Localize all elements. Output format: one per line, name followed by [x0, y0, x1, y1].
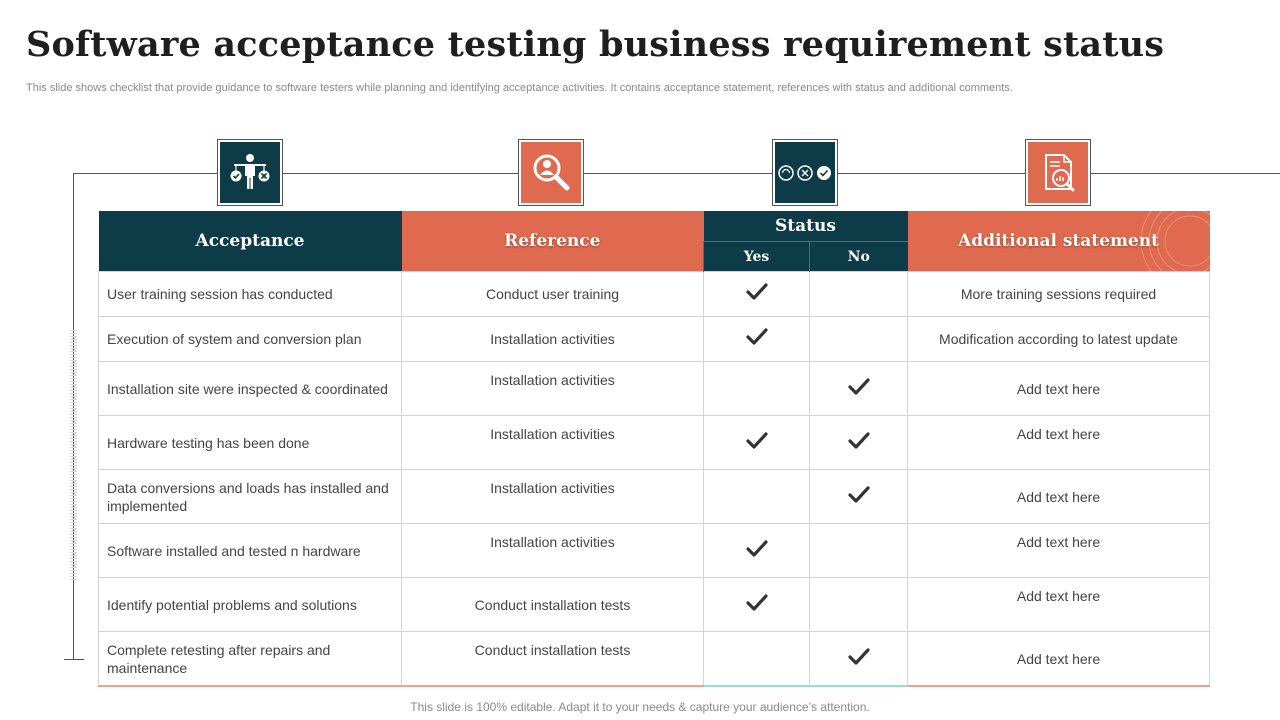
decorative-rings	[1140, 211, 1210, 272]
slide-footer: This slide is 100% editable. Adapt it to…	[410, 700, 870, 714]
cell-status-no	[809, 316, 908, 362]
table-row: Execution of system and conversion plan I…	[98, 316, 1210, 362]
table-row: User training session has conducted Condu…	[98, 271, 1210, 317]
cell-reference: Conduct installation tests	[401, 631, 704, 687]
slide-title: Software acceptance testing business req…	[26, 24, 1165, 65]
cell-additional: Add text here	[907, 469, 1210, 524]
cell-acceptance: Data conversions and loads has installed…	[98, 469, 402, 524]
connector-baseline	[64, 659, 84, 660]
cell-additional: Add text here	[907, 631, 1210, 687]
cell-status-no	[809, 523, 908, 578]
balance-person-icon	[230, 153, 270, 189]
cell-status-no	[809, 631, 908, 687]
cell-reference: Installation activities	[401, 523, 704, 578]
check-icon	[745, 431, 768, 449]
cell-reference: Installation activities	[401, 469, 704, 524]
cell-status-no	[809, 415, 908, 470]
check-icon	[745, 283, 768, 300]
cell-acceptance: User training session has conducted	[98, 271, 402, 317]
status-choices-icon	[778, 164, 831, 181]
check-icon	[847, 485, 870, 503]
header-reference: Reference	[401, 211, 704, 272]
table-row: Data conversions and loads has installed…	[98, 469, 1210, 524]
cell-additional: Add text here	[907, 577, 1210, 632]
search-person-icon	[533, 154, 570, 190]
cell-reference: Conduct user training	[401, 271, 704, 317]
cell-status-no	[809, 361, 908, 416]
cell-acceptance: Complete retesting after repairs and mai…	[98, 631, 402, 687]
check-icon	[847, 647, 870, 665]
icon-box-acceptance	[217, 139, 283, 206]
cell-status-yes	[703, 469, 810, 524]
cell-additional: Add text here	[907, 361, 1210, 416]
cell-acceptance: Identify potential problems and solution…	[98, 577, 402, 632]
table-row: Installation site were inspected & coord…	[98, 361, 1210, 416]
check-icon	[745, 593, 768, 611]
cell-status-no	[809, 577, 908, 632]
check-icon	[847, 431, 870, 449]
cell-status-yes	[703, 361, 810, 416]
cell-reference: Installation activities	[401, 361, 704, 416]
cell-reference: Installation activities	[401, 316, 704, 362]
cell-acceptance: Software installed and tested n hardware	[98, 523, 402, 578]
cell-reference: Conduct installation tests	[401, 577, 704, 632]
decorative-dotted-line	[70, 330, 77, 580]
icon-box-status	[772, 139, 838, 206]
check-icon	[745, 539, 768, 557]
header-status: Status	[703, 211, 908, 242]
cell-status-yes	[703, 316, 810, 362]
cell-status-no	[809, 271, 908, 317]
requirement-status-table: Acceptance Reference Status Additional s…	[98, 211, 1210, 687]
check-icon	[745, 328, 768, 345]
cell-status-yes	[703, 271, 810, 317]
icon-box-additional	[1025, 139, 1091, 206]
slide-subtitle: This slide shows checklist that provide …	[26, 82, 1013, 94]
table-row: Complete retesting after repairs and mai…	[98, 631, 1210, 687]
cell-additional: Modification according to latest update	[907, 316, 1210, 362]
cell-status-no	[809, 469, 908, 524]
cell-additional: Add text here	[907, 523, 1210, 578]
cell-additional: Add text here	[907, 415, 1210, 470]
document-analysis-icon	[1045, 153, 1075, 191]
header-acceptance: Acceptance	[98, 211, 402, 272]
check-icon	[847, 377, 870, 395]
cell-acceptance: Hardware testing has been done	[98, 415, 402, 470]
header-additional-statement: Additional statement	[907, 211, 1210, 272]
icon-box-reference	[518, 139, 584, 206]
cell-acceptance: Execution of system and conversion plan	[98, 316, 402, 362]
table-row: Hardware testing has been done Installati…	[98, 415, 1210, 470]
cell-status-yes	[703, 577, 810, 632]
table-row: Software installed and tested n hardware…	[98, 523, 1210, 578]
cell-reference: Installation activities	[401, 415, 704, 470]
connector-line-horizontal	[74, 173, 1280, 174]
cell-additional: More training sessions required	[907, 271, 1210, 317]
table-row: Identify potential problems and solution…	[98, 577, 1210, 632]
header-additional-label: Additional statement	[958, 231, 1159, 251]
header-no: No	[809, 241, 908, 272]
cell-status-yes	[703, 415, 810, 470]
cell-status-yes	[703, 631, 810, 687]
cell-acceptance: Installation site were inspected & coord…	[98, 361, 402, 416]
cell-status-yes	[703, 523, 810, 578]
table-body: User training session has conducted Condu…	[98, 271, 1210, 687]
header-yes: Yes	[703, 241, 810, 272]
